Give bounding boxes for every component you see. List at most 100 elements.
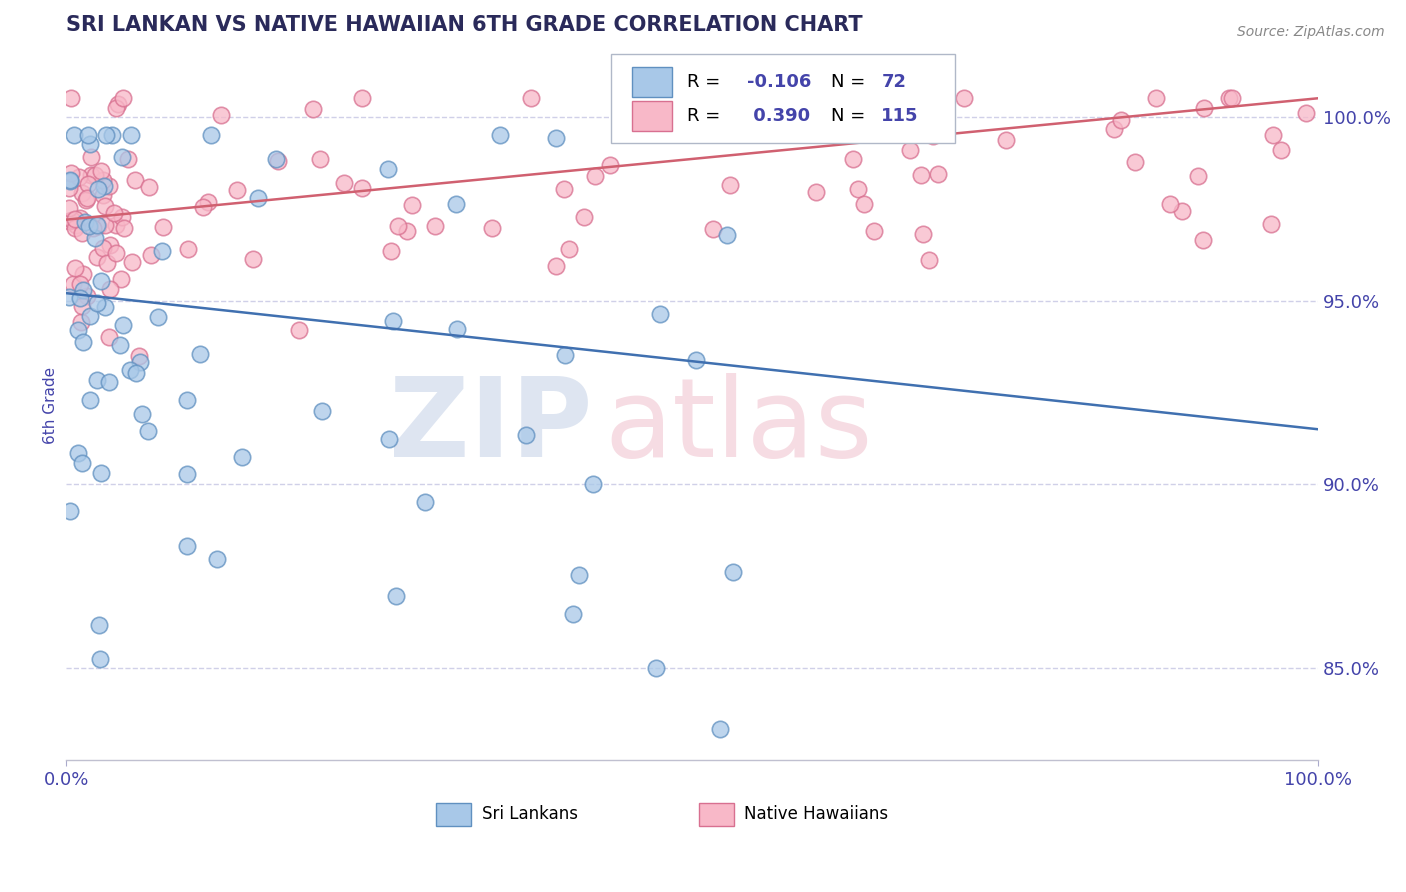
Point [89, 652, 111, 666]
Point [197, 194, 219, 209]
Point [553, 182, 575, 196]
Point [709, 722, 731, 736]
Point [481, 220, 503, 235]
Point [352, 180, 374, 194]
Point [685, 353, 707, 368]
Point [59, 504, 82, 518]
Point [599, 158, 621, 172]
Point [59, 91, 82, 105]
Text: ZIP: ZIP [389, 373, 592, 480]
Point [98, 375, 121, 389]
Point [333, 176, 356, 190]
Point [377, 162, 399, 177]
Point [70, 315, 93, 329]
Text: 0.390: 0.390 [748, 107, 810, 125]
Point [58, 290, 80, 304]
Point [1123, 155, 1146, 169]
Point [80, 150, 103, 164]
Point [846, 182, 869, 196]
Point [150, 244, 173, 258]
Point [77, 128, 100, 142]
Point [309, 153, 332, 167]
Point [121, 255, 143, 269]
Point [86, 218, 108, 232]
Point [86, 296, 108, 310]
Text: Sri Lankans: Sri Lankans [482, 805, 578, 822]
Text: atlas: atlas [605, 373, 873, 480]
Point [90, 274, 112, 288]
Point [301, 103, 323, 117]
Point [66, 445, 89, 459]
Point [97, 329, 120, 343]
Point [582, 476, 605, 491]
Point [1191, 233, 1213, 247]
Point [131, 407, 153, 421]
Point [138, 179, 160, 194]
Point [67, 169, 90, 184]
Point [377, 432, 399, 446]
Point [69, 277, 91, 291]
Point [77, 178, 100, 192]
Point [927, 167, 949, 181]
Point [1102, 121, 1125, 136]
Point [117, 153, 139, 167]
Point [863, 224, 886, 238]
Point [69, 291, 91, 305]
Point [721, 565, 744, 579]
Point [79, 168, 101, 182]
Point [146, 310, 169, 324]
Point [136, 424, 159, 438]
Point [91, 241, 114, 255]
Point [94, 218, 117, 232]
Point [124, 172, 146, 186]
Point [190, 347, 212, 361]
Point [546, 259, 568, 273]
Point [425, 219, 447, 233]
Point [205, 551, 228, 566]
Point [62, 277, 84, 291]
FancyBboxPatch shape [436, 803, 471, 826]
Point [67, 323, 90, 337]
Point [645, 91, 668, 105]
Point [574, 210, 596, 224]
Point [1295, 106, 1317, 120]
Point [231, 450, 253, 464]
Point [718, 178, 741, 193]
Text: N =: N = [831, 107, 872, 125]
Point [82, 220, 104, 235]
Point [1261, 128, 1284, 143]
Point [110, 272, 132, 286]
Point [193, 201, 215, 215]
Point [69, 211, 91, 225]
Point [65, 261, 87, 276]
Point [1270, 144, 1292, 158]
Point [910, 169, 932, 183]
FancyBboxPatch shape [633, 67, 672, 97]
Point [105, 245, 128, 260]
Point [994, 133, 1017, 147]
Point [1187, 169, 1209, 184]
Point [79, 393, 101, 408]
Point [58, 181, 80, 195]
Text: R =: R = [688, 107, 727, 125]
Point [128, 354, 150, 368]
Point [96, 256, 118, 270]
Point [716, 228, 738, 243]
Point [101, 128, 124, 142]
Point [1109, 112, 1132, 127]
Point [554, 349, 576, 363]
Point [60, 213, 83, 227]
Point [929, 122, 952, 136]
Point [898, 143, 921, 157]
Point [446, 197, 468, 211]
Point [87, 618, 110, 632]
Point [75, 215, 97, 229]
Point [557, 242, 579, 256]
Point [94, 300, 117, 314]
Point [72, 268, 94, 282]
Point [242, 252, 264, 266]
Point [59, 166, 82, 180]
Point [98, 282, 121, 296]
Point [413, 495, 436, 509]
Point [120, 128, 142, 142]
